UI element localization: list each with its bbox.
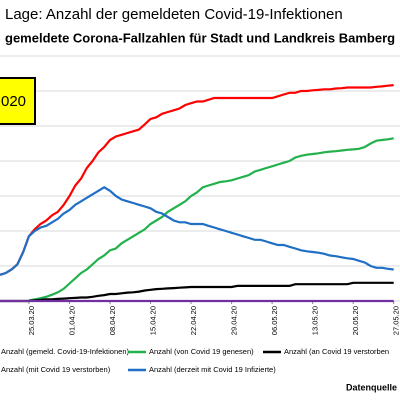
chart-subtitle: gemeldete Corona-Fallzahlen für Stadt un…: [5, 30, 395, 45]
x-tick-label: 15.04.20: [149, 306, 158, 335]
legend-label: Anzahl (an Covid 19 verstorben: [284, 347, 389, 356]
x-tick-label: 08.04.20: [108, 306, 117, 335]
x-tick-label: 01.04.20: [67, 306, 76, 335]
date-box-label: 020: [1, 93, 26, 110]
series-line: [0, 281, 394, 303]
x-tick-label: 13.05.20: [311, 306, 320, 335]
series-line: [28, 137, 394, 302]
legend-label: Anzahl (von Covid 19 genesen): [149, 347, 254, 356]
x-tick-label: 06.05.20: [270, 306, 279, 335]
source-label: Datenquelle: [346, 382, 397, 392]
x-tick-label: 27.05.20: [392, 306, 400, 335]
legend-label: Anzahl (gemeld. Covid-19-Infektionen): [1, 347, 129, 356]
chart-title: Lage: Anzahl der gemeldeten Covid-19-Inf…: [5, 6, 343, 23]
series-line: [0, 84, 394, 276]
x-tick-label: 20.05.20: [351, 306, 360, 335]
x-tick-label: 25.03.20: [27, 306, 36, 335]
legend-label: Anzahl (mit Covid 19 verstorben): [1, 365, 111, 374]
series-line: [0, 186, 394, 276]
date-box: [0, 77, 36, 125]
x-tick-label: 29.04.20: [230, 306, 239, 335]
legend-label: Anzahl (derzeit mit Covid 19 Infizierte): [149, 365, 276, 374]
x-tick-label: 22.04.20: [189, 306, 198, 335]
